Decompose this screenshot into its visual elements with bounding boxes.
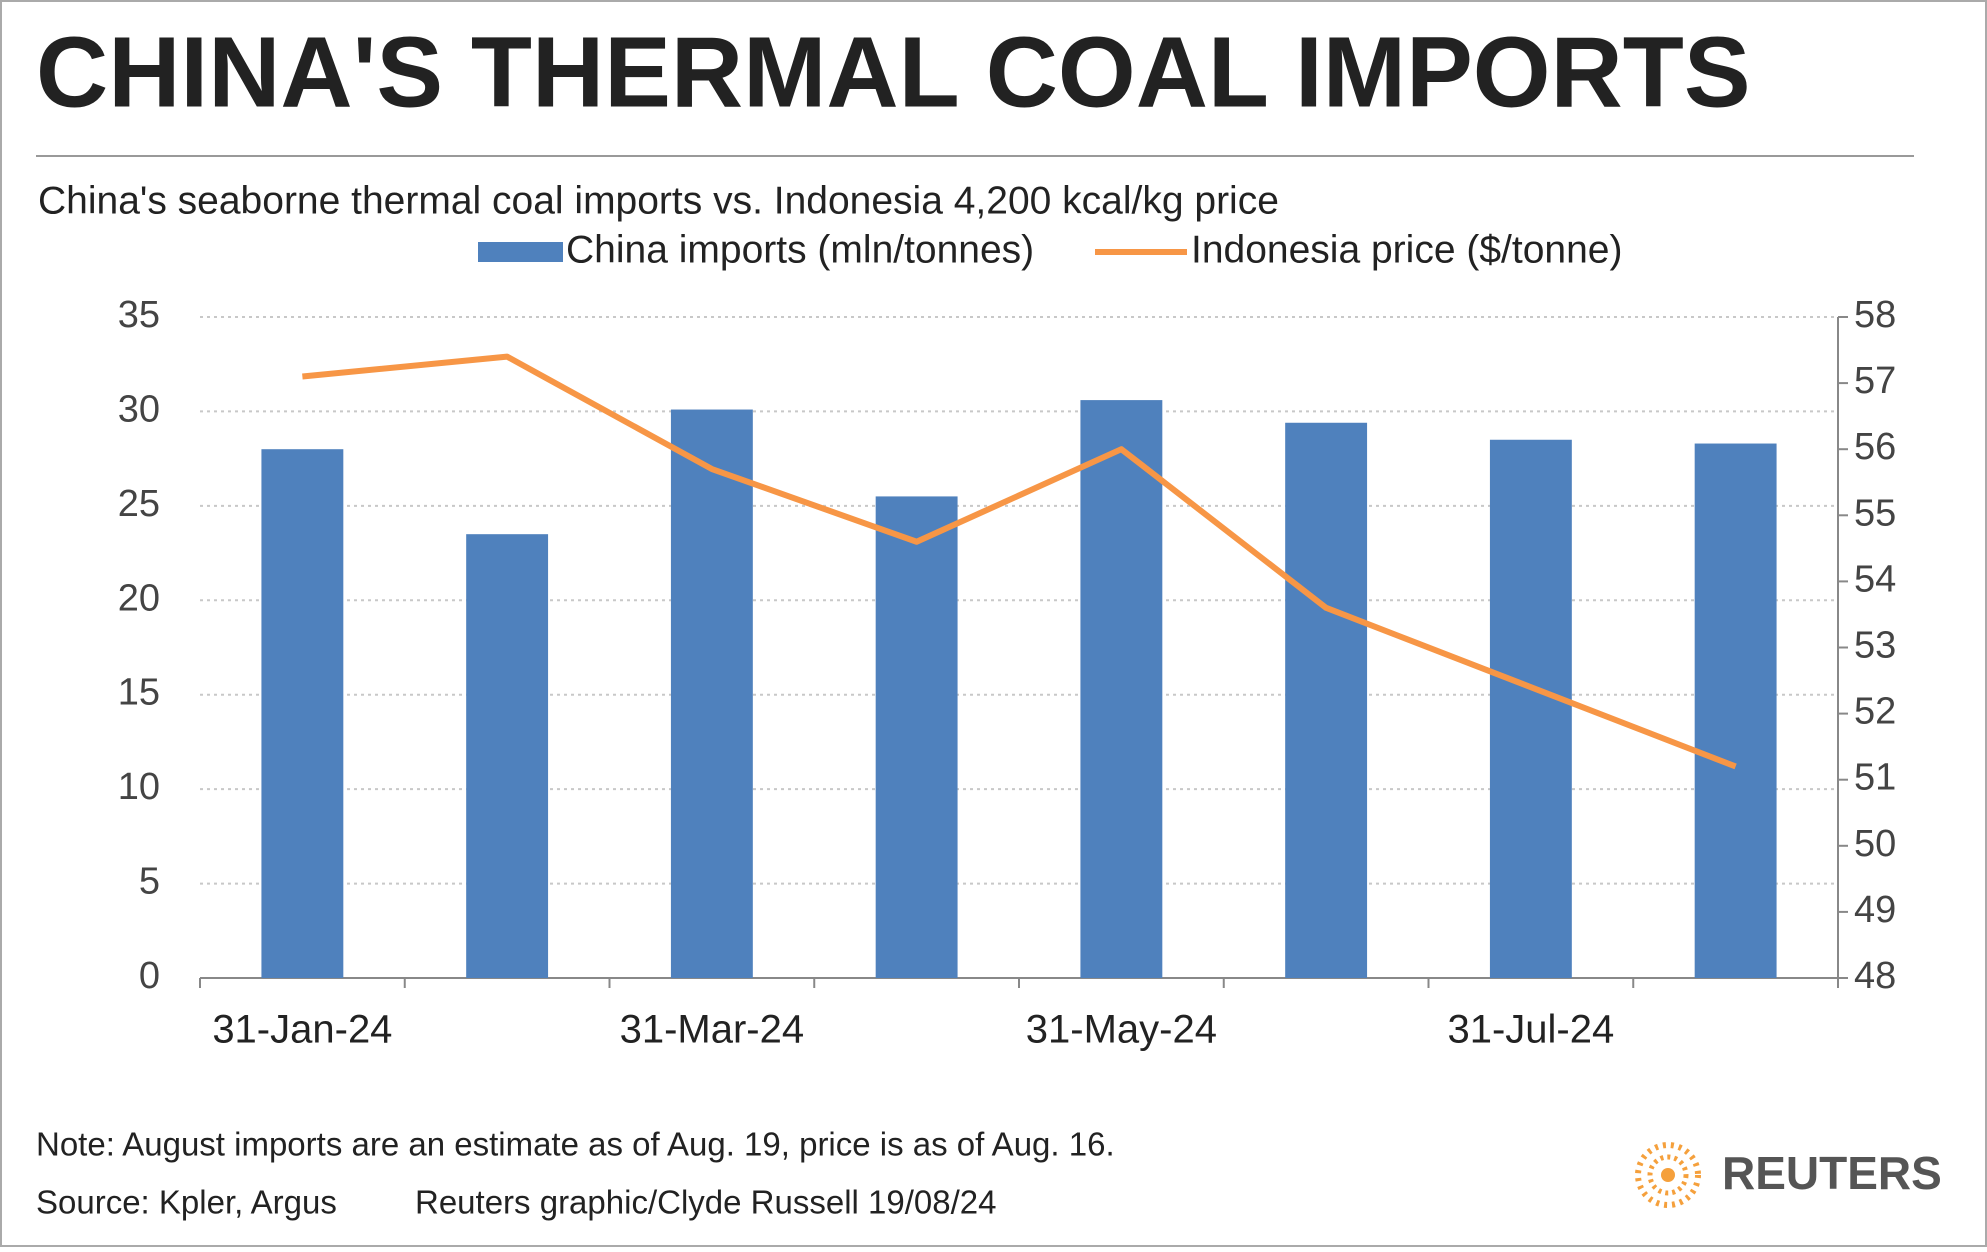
brand-logo [1635, 1142, 1701, 1208]
x-tick-label: 31-May-24 [1026, 1008, 1217, 1052]
y2-tick-label: 48 [1854, 955, 1896, 997]
y2-tick-label: 55 [1854, 492, 1896, 534]
y-tick-label: 30 [118, 388, 160, 430]
bar [1080, 400, 1163, 978]
bar [670, 409, 753, 978]
bar [1489, 439, 1572, 978]
bar [875, 496, 958, 978]
y2-tick-label: 58 [1854, 294, 1896, 336]
y2-tick-label: 56 [1854, 426, 1896, 468]
y2-tick-label: 52 [1854, 691, 1896, 733]
y-tick-label: 35 [118, 294, 160, 336]
subtitle: China's seaborne thermal coal imports vs… [38, 179, 1279, 222]
note: Note: August imports are an estimate as … [36, 1126, 1115, 1163]
x-tick-label: 31-Jul-24 [1447, 1008, 1614, 1052]
y-tick-label: 20 [118, 577, 160, 619]
x-tick-label: 31-Jan-24 [212, 1008, 392, 1052]
bar [1285, 422, 1368, 978]
line [302, 353, 1737, 770]
y-tick-label: 10 [118, 766, 160, 808]
y-tick-label: 25 [118, 483, 160, 525]
legend-label: Indonesia price ($/tonne) [1191, 228, 1622, 271]
y2-tick-label: 54 [1854, 558, 1896, 600]
brand: REUTERS [1722, 1147, 1942, 1199]
legend-swatch [478, 242, 563, 262]
chart-title: CHINA'S THERMAL COAL IMPORTS [36, 16, 1751, 128]
y2-tick-label: 50 [1854, 823, 1896, 865]
y2-tick-label: 57 [1854, 360, 1896, 402]
source: Source: Kpler, Argus [36, 1184, 337, 1221]
y-tick-label: 0 [139, 955, 160, 997]
credit: Reuters graphic/Clyde Russell 19/08/24 [415, 1184, 996, 1221]
legend-label: China imports (mln/tonnes) [566, 228, 1034, 271]
y-tick-label: 5 [139, 861, 160, 903]
y2-tick-label: 49 [1854, 889, 1896, 931]
y2-tick-label: 51 [1854, 757, 1896, 799]
bar [466, 534, 549, 978]
y2-tick-label: 53 [1854, 625, 1896, 667]
x-tick-label: 31-Mar-24 [620, 1008, 805, 1052]
y-tick-label: 15 [118, 672, 160, 714]
bar [1694, 443, 1777, 978]
bar [261, 449, 344, 978]
